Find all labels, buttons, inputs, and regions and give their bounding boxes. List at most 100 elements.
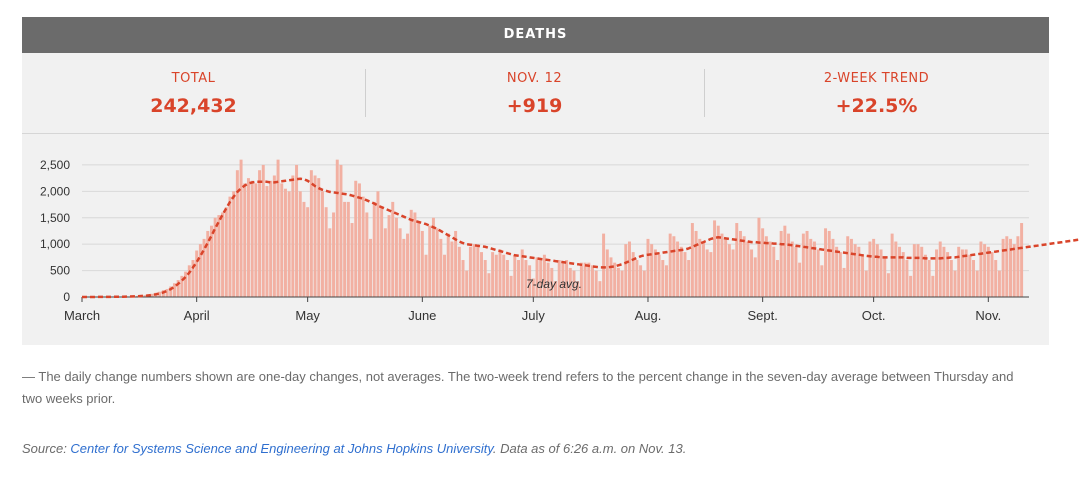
daily-bar	[332, 212, 336, 297]
source-link[interactable]: Center for Systems Science and Engineeri…	[70, 441, 493, 456]
daily-bar	[391, 201, 395, 297]
daily-bar	[738, 230, 742, 297]
source-prefix: Source:	[22, 441, 71, 456]
daily-bar	[927, 260, 931, 297]
daily-bar	[491, 252, 495, 297]
daily-bar	[842, 267, 846, 297]
daily-bar	[213, 217, 217, 297]
daily-bar	[454, 230, 458, 297]
source-line: Source: Center for Systems Science and E…	[22, 441, 686, 456]
daily-bar	[979, 241, 983, 297]
daily-bar	[561, 262, 565, 297]
daily-bar	[509, 275, 513, 297]
daily-bar	[757, 217, 761, 297]
daily-bar	[602, 233, 606, 297]
daily-bar	[931, 275, 935, 297]
daily-bar	[176, 280, 180, 297]
daily-bar	[912, 244, 916, 297]
daily-bar	[546, 262, 550, 297]
daily-bar	[254, 183, 258, 297]
daily-bar	[964, 249, 968, 297]
daily-bar	[235, 170, 239, 297]
daily-bar	[339, 164, 343, 297]
daily-bar	[783, 225, 787, 297]
daily-bar	[283, 188, 287, 297]
daily-bar	[890, 233, 894, 297]
daily-bar	[657, 254, 661, 297]
daily-bar	[165, 289, 169, 297]
daily-bar	[690, 223, 694, 297]
daily-bar	[975, 270, 979, 297]
daily-bar	[420, 230, 424, 297]
y-tick-label: 2,500	[40, 158, 70, 172]
daily-bar	[302, 201, 306, 297]
stat-trend-value: +22.5%	[835, 95, 918, 117]
daily-bar	[938, 241, 942, 297]
daily-bar	[846, 236, 850, 297]
daily-bar	[565, 260, 569, 297]
daily-bar	[376, 191, 380, 297]
daily-bar	[243, 183, 247, 297]
daily-bar	[790, 241, 794, 297]
daily-bar	[909, 275, 913, 297]
daily-bar	[861, 254, 865, 297]
daily-bar	[487, 273, 491, 297]
daily-bar	[383, 228, 387, 297]
daily-bar	[646, 238, 650, 297]
daily-bar	[642, 270, 646, 297]
daily-bar	[172, 283, 176, 297]
daily-bar	[679, 246, 683, 297]
daily-bar	[920, 246, 924, 297]
daily-bar	[143, 295, 147, 297]
daily-bar	[1012, 244, 1016, 297]
daily-bar	[831, 238, 835, 297]
daily-bar	[402, 238, 406, 297]
daily-bar	[768, 241, 772, 297]
daily-bar	[217, 215, 221, 297]
daily-bar	[380, 207, 384, 297]
daily-bar	[587, 262, 591, 297]
daily-bar	[705, 249, 709, 297]
daily-bar	[461, 260, 465, 297]
daily-bar	[476, 246, 480, 297]
daily-bar	[350, 223, 354, 297]
x-tick-label: June	[408, 308, 436, 323]
x-tick-label: Oct.	[862, 308, 886, 323]
daily-bar	[369, 238, 373, 297]
daily-bar	[272, 175, 276, 297]
daily-bar	[357, 183, 361, 297]
daily-bar	[801, 233, 805, 297]
daily-bar	[335, 159, 339, 297]
daily-bar	[431, 217, 435, 297]
daily-bar	[620, 270, 624, 297]
daily-bar	[779, 230, 783, 297]
daily-bar	[764, 236, 768, 297]
daily-bar	[417, 223, 421, 297]
daily-bar	[224, 207, 228, 297]
daily-bar	[291, 175, 295, 297]
daily-bar	[1009, 238, 1012, 297]
daily-bar	[572, 270, 576, 297]
daily-bar	[816, 249, 820, 297]
daily-bar	[239, 159, 243, 297]
daily-bar	[594, 270, 598, 297]
daily-bar	[387, 215, 391, 297]
daily-bar	[187, 265, 191, 297]
daily-bar	[883, 257, 887, 297]
daily-bar	[579, 262, 583, 297]
daily-bar	[206, 230, 210, 297]
daily-bar	[672, 236, 676, 297]
daily-bar	[639, 265, 643, 297]
daily-bar	[683, 252, 687, 297]
daily-bar	[687, 260, 691, 297]
source-suffix: . Data as of 6:26 a.m. on Nov. 13.	[492, 441, 687, 456]
daily-bar	[694, 230, 698, 297]
daily-bar	[650, 244, 654, 297]
stat-trend: 2-WEEK TREND +22.5%	[704, 53, 1049, 133]
stat-trend-label: 2-WEEK TREND	[823, 71, 930, 86]
x-tick-label: Aug.	[635, 308, 662, 323]
stat-total-value: 242,432	[150, 95, 237, 117]
daily-bar	[787, 233, 791, 297]
daily-bar	[709, 252, 713, 297]
daily-bar	[605, 249, 609, 297]
